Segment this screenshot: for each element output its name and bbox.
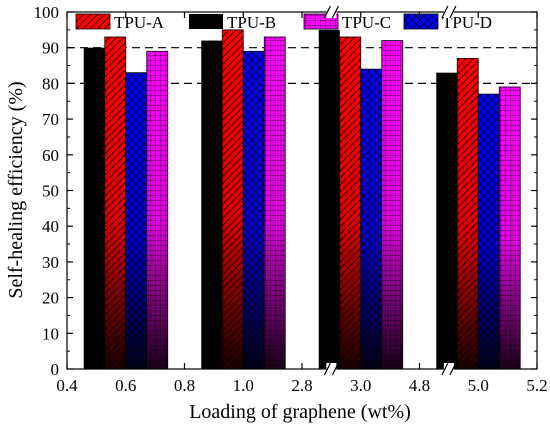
axis-break-gap — [443, 6, 454, 18]
bar-tpu-c-pattern — [264, 36, 286, 370]
bar-tpu-c-pattern — [146, 51, 168, 370]
bar-tpu-c-pattern — [381, 40, 403, 370]
axis-break-mark — [323, 5, 331, 19]
bar-tpu-b — [318, 29, 340, 369]
legend-swatch-tpu-d-outline — [403, 13, 439, 30]
axis-break-mark — [323, 362, 331, 376]
y-axis-label: Self-healing efficiency (%) — [5, 81, 27, 298]
y-tick-label: 90 — [42, 39, 59, 58]
axis-break-gap — [326, 363, 337, 375]
axis-break-mark — [449, 362, 457, 376]
x-tick-label: 0.4 — [56, 376, 78, 395]
legend-swatch-tpu-c-outline — [303, 13, 339, 30]
bar-tpu-d-pattern — [243, 51, 265, 370]
legend-swatch-tpu-a-outline — [75, 13, 111, 30]
legend-swatch-tpu-a-pattern — [76, 14, 110, 29]
bar-tpu-b — [83, 47, 105, 369]
x-tick-label: 4.8 — [409, 376, 430, 395]
bar-tpu-c-pattern — [499, 86, 521, 369]
x-axis: 0.4 0.6 0.8 1.0 2.8 3.0 4.8 5.0 5.2 — [56, 5, 548, 395]
x-tick-label: 2.8 — [291, 376, 312, 395]
y-tick-label: 100 — [34, 3, 60, 22]
y-tick-label: 40 — [42, 217, 59, 236]
axis-break-gap — [326, 6, 337, 18]
y-tick-label: 60 — [42, 146, 59, 165]
legend-swatch-tpu-d-pattern — [404, 14, 438, 29]
axis-break-mark — [449, 5, 457, 19]
legend: TPU-A TPU-B TPU-C TPU-D — [75, 13, 492, 32]
x-tick-label: 1.0 — [233, 376, 254, 395]
axis-break-mark — [441, 5, 449, 19]
bars — [83, 29, 521, 370]
x-tick-label: 5.0 — [468, 376, 489, 395]
bar-tpu-b — [436, 72, 458, 369]
legend-swatch-tpu-b — [189, 14, 223, 29]
legend-label: TPU-B — [227, 13, 276, 32]
bar-tpu-d-pattern — [125, 72, 147, 369]
y-tick-label: 70 — [42, 110, 59, 129]
y-axis: 0 10 20 30 40 50 60 70 80 90 100 — [34, 3, 537, 379]
x-tick-label: 5.2 — [526, 376, 547, 395]
x-axis-label: Loading of graphene (wt%) — [189, 401, 411, 423]
x-tick-label: 0.6 — [115, 376, 136, 395]
axis-break-gap — [443, 363, 454, 375]
bar-tpu-d-pattern — [360, 69, 382, 370]
legend-label: TPU-A — [114, 13, 165, 32]
y-tick-label: 30 — [42, 253, 59, 272]
y-tick-label: 50 — [42, 182, 59, 201]
legend-label: TPU-D — [442, 13, 492, 32]
axis-break-mark — [331, 5, 339, 19]
y-tick-label: 10 — [42, 324, 59, 343]
y-tick-label: 80 — [42, 74, 59, 93]
x-tick-label: 0.8 — [174, 376, 195, 395]
y-tick-label: 20 — [42, 289, 59, 308]
x-tick-label: 3.0 — [350, 376, 371, 395]
bar-tpu-a-pattern — [457, 58, 479, 369]
y-tick-label: 0 — [51, 360, 60, 379]
axis-break-mark — [441, 362, 449, 376]
bar-tpu-a-pattern — [222, 29, 244, 369]
bar-tpu-a-pattern — [104, 36, 126, 370]
legend-label: TPU-C — [342, 13, 391, 32]
bar-tpu-a-pattern — [339, 36, 361, 370]
bar-tpu-d-pattern — [478, 94, 500, 370]
bar-tpu-b — [201, 40, 223, 370]
axis-break-mark — [331, 362, 339, 376]
